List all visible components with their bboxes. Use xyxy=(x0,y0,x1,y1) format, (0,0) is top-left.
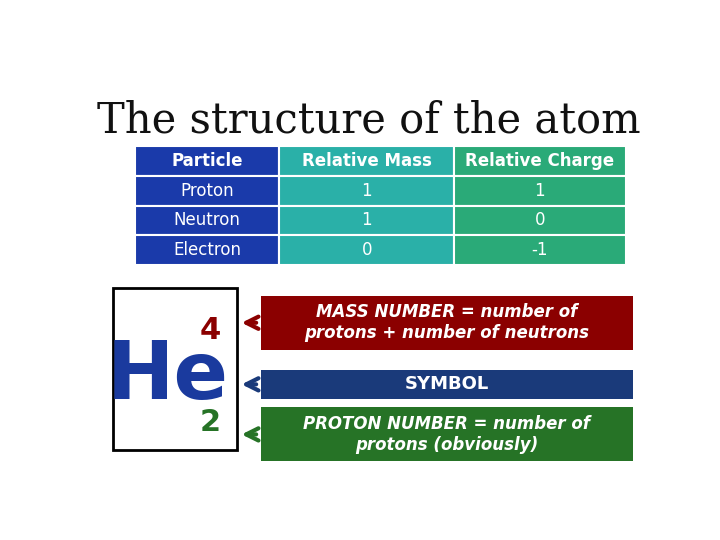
Text: MASS NUMBER = number of
protons + number of neutrons: MASS NUMBER = number of protons + number… xyxy=(304,303,589,342)
Text: PROTON NUMBER = number of
protons (obviously): PROTON NUMBER = number of protons (obvio… xyxy=(303,415,590,454)
Bar xyxy=(279,206,454,235)
Text: Particle: Particle xyxy=(171,152,243,170)
Text: 0: 0 xyxy=(361,241,372,259)
Bar xyxy=(261,408,632,461)
Text: 1: 1 xyxy=(361,212,372,230)
Text: 4: 4 xyxy=(199,316,220,345)
Bar xyxy=(454,176,626,206)
Bar xyxy=(279,235,454,265)
Bar xyxy=(279,146,454,176)
Bar xyxy=(261,370,632,399)
Bar xyxy=(135,146,279,176)
Text: 1: 1 xyxy=(534,181,545,200)
Bar xyxy=(454,235,626,265)
Bar xyxy=(135,235,279,265)
Bar xyxy=(454,206,626,235)
Text: -1: -1 xyxy=(531,241,548,259)
Bar xyxy=(454,146,626,176)
Bar xyxy=(279,176,454,206)
Text: Proton: Proton xyxy=(180,181,234,200)
Text: Relative Mass: Relative Mass xyxy=(302,152,431,170)
Text: 0: 0 xyxy=(534,212,545,230)
Text: Relative Charge: Relative Charge xyxy=(465,152,614,170)
Text: SYMBOL: SYMBOL xyxy=(405,375,489,393)
Bar xyxy=(113,288,238,450)
Bar xyxy=(135,176,279,206)
Text: He: He xyxy=(107,338,229,416)
Text: 2: 2 xyxy=(199,408,220,437)
Bar xyxy=(135,206,279,235)
Text: 1: 1 xyxy=(361,181,372,200)
Text: Neutron: Neutron xyxy=(174,212,240,230)
Text: Electron: Electron xyxy=(173,241,241,259)
Text: The structure of the atom: The structure of the atom xyxy=(97,99,641,141)
Bar xyxy=(261,296,632,350)
